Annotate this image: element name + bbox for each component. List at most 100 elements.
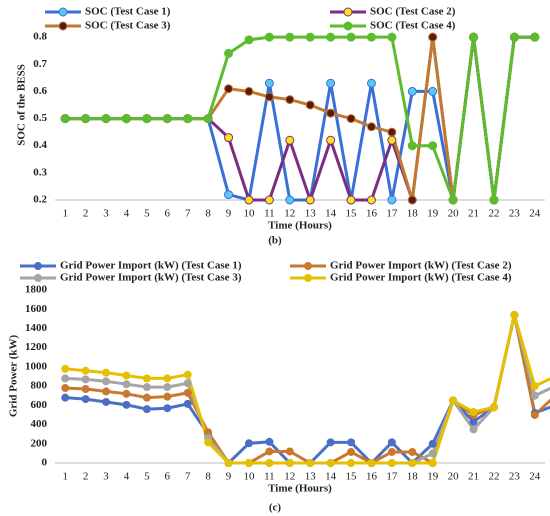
- series-line: [65, 314, 550, 466]
- x-tick-label: 20: [448, 208, 460, 220]
- caption: (c): [269, 502, 282, 514]
- data-point: [509, 32, 519, 42]
- data-point: [408, 459, 417, 467]
- data-point: [122, 389, 131, 398]
- data-point: [387, 135, 397, 145]
- data-point: [407, 141, 417, 151]
- series-line: [65, 35, 535, 201]
- x-tick-label: 7: [185, 471, 191, 483]
- data-point: [101, 114, 111, 124]
- x-tick-label: 11: [264, 471, 275, 483]
- legend-marker: [58, 7, 68, 17]
- x-tick-label: 7: [185, 208, 191, 220]
- data-point: [122, 371, 131, 380]
- data-point: [285, 95, 295, 105]
- x-tick-label: 17: [386, 471, 398, 483]
- data-point: [428, 459, 437, 467]
- x-tick-label: 23: [509, 208, 521, 220]
- legend-marker: [343, 7, 353, 17]
- legend-marker: [304, 274, 312, 282]
- data-point: [530, 382, 539, 391]
- x-tick-label: 20: [448, 471, 460, 483]
- data-point: [81, 384, 90, 393]
- data-point: [387, 438, 396, 447]
- legend-label: SOC (Test Case 3): [85, 20, 171, 32]
- data-point: [264, 195, 274, 205]
- data-point: [346, 114, 356, 124]
- data-point: [224, 459, 233, 467]
- data-point: [264, 78, 274, 88]
- data-point: [428, 141, 438, 151]
- x-tick-label: 13: [305, 471, 317, 483]
- data-point: [347, 459, 356, 467]
- data-point: [346, 195, 356, 205]
- data-point: [306, 459, 315, 467]
- legend-label: Grid Power Import (kW) (Test Case 2): [330, 260, 512, 272]
- data-point: [163, 374, 172, 383]
- data-point: [264, 92, 274, 102]
- y-tick-label: 600: [31, 399, 48, 411]
- data-point: [162, 114, 172, 124]
- data-point: [122, 400, 131, 409]
- y-tick-label: 0: [42, 457, 48, 469]
- y-tick-label: 0.8: [33, 31, 47, 43]
- data-point: [285, 447, 294, 456]
- x-tick-label: 15: [346, 471, 358, 483]
- data-point: [326, 108, 336, 118]
- data-point: [449, 396, 458, 405]
- x-tick-label: 24: [529, 208, 541, 220]
- data-point: [346, 32, 356, 42]
- caption: (b): [268, 235, 282, 247]
- data-point: [285, 135, 295, 145]
- data-point: [61, 364, 70, 373]
- data-point: [102, 377, 111, 386]
- legend-marker: [34, 274, 42, 282]
- y-tick-label: 0.7: [33, 58, 47, 70]
- y-tick-label: 800: [31, 380, 48, 392]
- x-tick-label: 21: [468, 208, 479, 220]
- y-tick-label: 0.4: [33, 139, 47, 151]
- legend-label: SOC (Test Case 1): [85, 6, 171, 18]
- data-point: [285, 459, 294, 467]
- x-tick-label: 15: [346, 208, 358, 220]
- data-point: [366, 32, 376, 42]
- data-point: [142, 405, 151, 414]
- legend-label: Grid Power Import (kW) (Test Case 1): [60, 260, 242, 272]
- data-point: [265, 437, 274, 446]
- data-point: [183, 370, 192, 379]
- y-tick-label: 0.5: [33, 112, 47, 124]
- x-tick-label: 10: [243, 208, 255, 220]
- data-point: [244, 35, 254, 45]
- data-point: [203, 114, 213, 124]
- data-point: [530, 32, 540, 42]
- data-point: [285, 195, 295, 205]
- series-line: [65, 314, 550, 465]
- data-point: [102, 397, 111, 406]
- data-point: [60, 114, 70, 124]
- data-point: [102, 387, 111, 396]
- data-point: [163, 404, 172, 413]
- x-tick-label: 19: [427, 208, 439, 220]
- data-point: [265, 459, 274, 467]
- data-point: [469, 425, 478, 434]
- x-tick-label: 18: [407, 208, 419, 220]
- x-tick-label: 18: [407, 471, 419, 483]
- data-point: [305, 195, 315, 205]
- legend-marker: [34, 262, 42, 270]
- data-point: [428, 439, 437, 448]
- y-tick-label: 0.3: [33, 166, 47, 178]
- data-point: [387, 195, 397, 205]
- x-tick-label: 16: [366, 471, 378, 483]
- y-tick-label: 1600: [25, 303, 48, 315]
- x-tick-label: 22: [488, 471, 499, 483]
- data-point: [366, 122, 376, 132]
- series-line: [65, 314, 550, 466]
- x-tick-label: 1: [62, 471, 68, 483]
- x-tick-label: 14: [325, 471, 337, 483]
- data-point: [102, 368, 111, 377]
- data-point: [81, 114, 91, 124]
- data-point: [387, 447, 396, 456]
- x-tick-label: 8: [205, 471, 211, 483]
- data-point: [326, 438, 335, 447]
- x-tick-label: 12: [284, 208, 295, 220]
